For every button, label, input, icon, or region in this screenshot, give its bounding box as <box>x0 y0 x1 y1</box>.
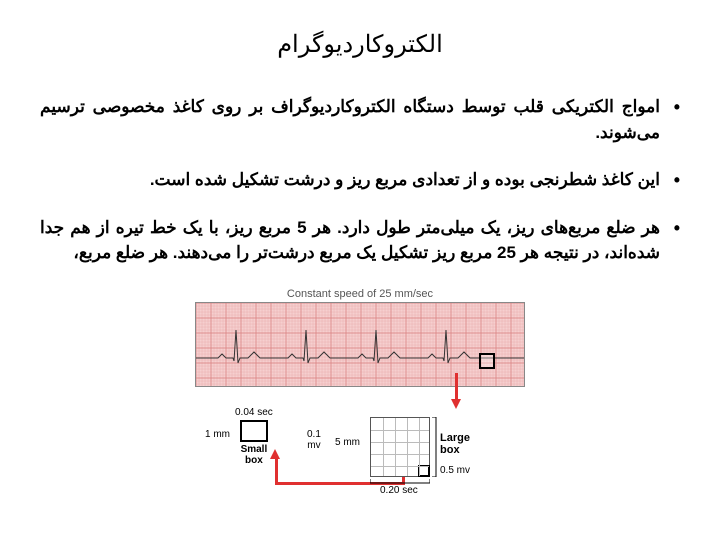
small-box-group: 0.04 sec 1 mm 0.1 mv Small box <box>235 407 273 466</box>
small-box-bottom-label: Small box <box>235 444 273 466</box>
ecg-strip <box>195 302 525 387</box>
large-box-title: Large box <box>440 432 470 456</box>
strip-selection-box <box>479 353 495 369</box>
slide-title: الکتروکاردیوگرام <box>40 30 680 59</box>
bullet-item: این کاغذ شطرنجی بوده و از تعدادی مربع ری… <box>40 167 680 193</box>
diagram-lower: 0.04 sec 1 mm 0.1 mv Small box 5 mm Larg… <box>195 387 525 507</box>
arrow-up-head <box>270 449 280 459</box>
bullet-item: هر ضلع مربع‌های ریز، یک میلی‌متر طول دار… <box>40 215 680 266</box>
speed-label: Constant speed of 25 mm/sec <box>195 288 525 300</box>
large-box-group <box>370 417 430 477</box>
large-box-bracket <box>370 479 430 487</box>
large-box-bracket-v <box>432 417 440 477</box>
arrow-lg-sm-v <box>275 457 278 485</box>
small-box-left-label: 1 mm <box>205 429 230 440</box>
ecg-diagram: Constant speed of 25 mm/sec 0.04 sec 1 m… <box>195 288 525 507</box>
bullet-item: امواج الکتریکی قلب توسط دستگاه الکتروکار… <box>40 94 680 145</box>
large-box-right-label: 0.5 mv <box>440 465 470 476</box>
bullet-list: امواج الکتریکی قلب توسط دستگاه الکتروکار… <box>40 94 680 266</box>
small-box-top-label: 0.04 sec <box>235 407 273 418</box>
large-box-5mm-label: 5 mm <box>335 437 360 448</box>
large-box <box>370 417 430 477</box>
small-box-right-label: 0.1 mv <box>307 429 321 451</box>
small-box <box>240 420 268 442</box>
